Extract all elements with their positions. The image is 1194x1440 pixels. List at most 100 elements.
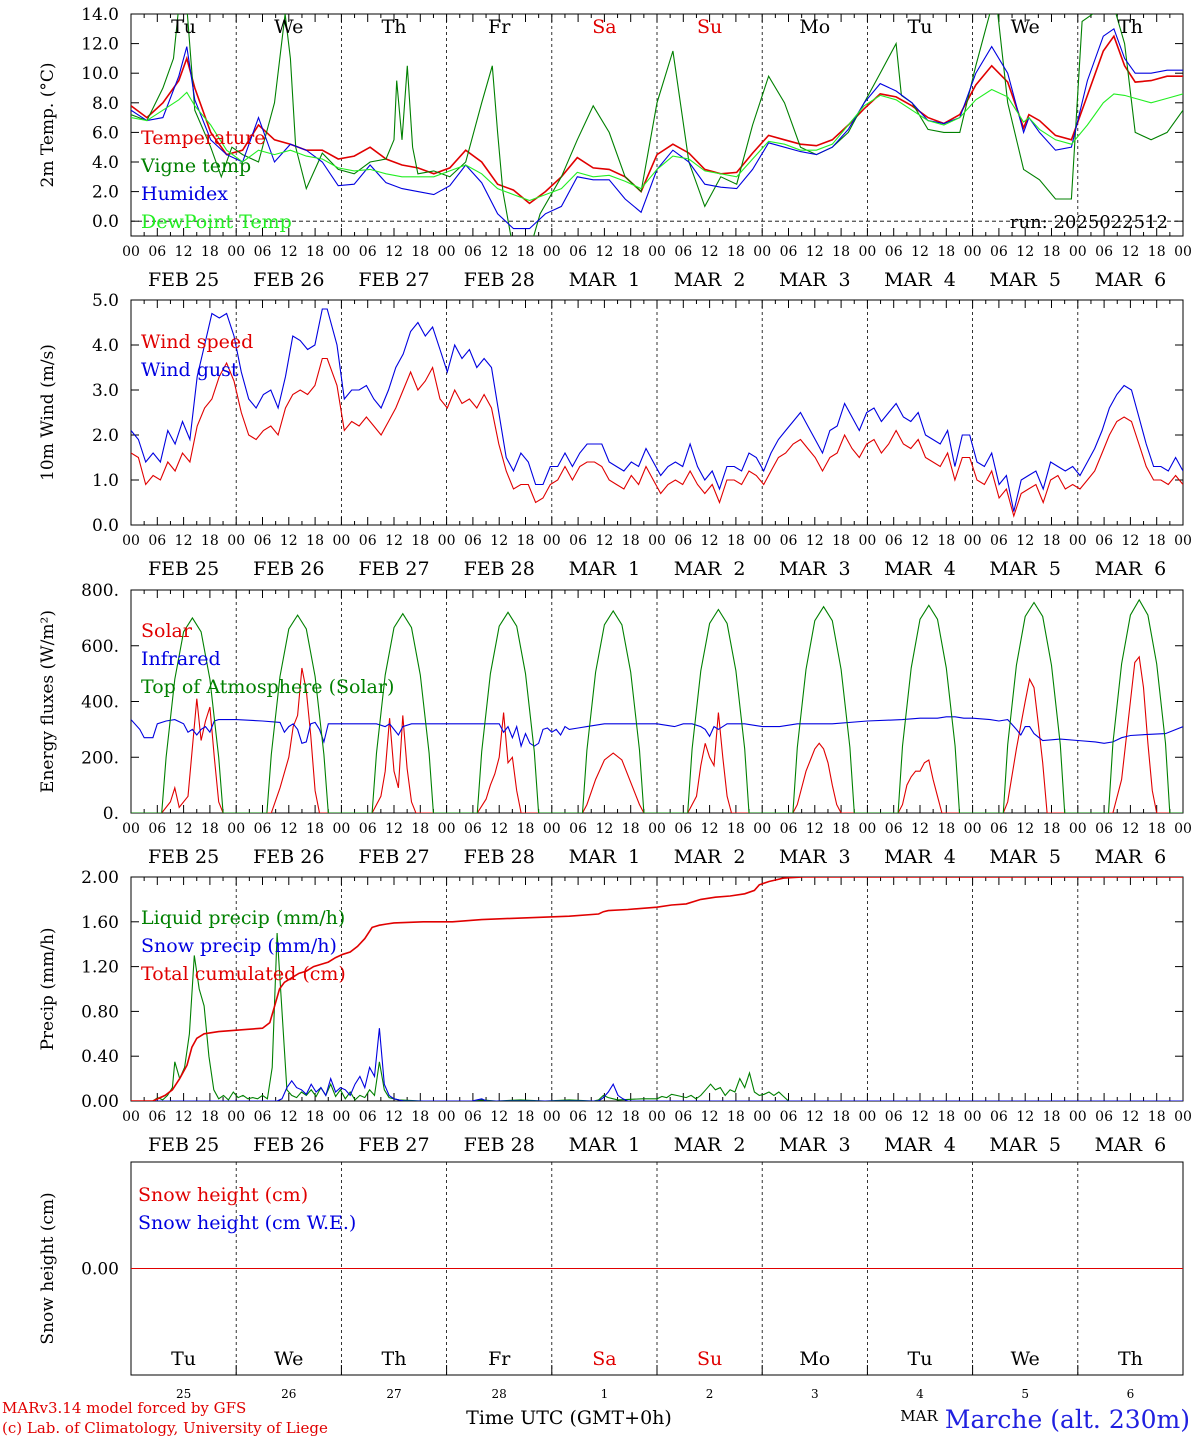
panel3-ytick-label: 200.: [81, 748, 119, 768]
panel4-hour-label: 12: [911, 1109, 929, 1125]
panel1-hour-label: 12: [280, 244, 298, 260]
panel2-hour-label: 18: [727, 533, 745, 549]
panel5-day-number: 3: [811, 1387, 819, 1401]
panel4-hour-label: 00: [964, 1109, 982, 1125]
panel2-date-label: FEB 26: [253, 558, 324, 580]
panel3-hour-label: 18: [832, 821, 850, 837]
panel2-hour-label: 18: [1148, 533, 1166, 549]
panel4-ytick-label: 0.00: [81, 1092, 119, 1112]
panel4-hour-label: 18: [411, 1109, 429, 1125]
panel4-hour-label: 00: [227, 1109, 245, 1125]
panel1-series-2: [131, 27, 1183, 230]
panel3-hour-label: 12: [701, 821, 719, 837]
panel2-ylabel: 10m Wind (m/s): [38, 344, 58, 481]
panel4-legend-1: Snow precip (mm/h): [141, 935, 337, 957]
panel1-day-name: Th: [1118, 16, 1143, 38]
panel1-date-label: MAR 5: [989, 269, 1061, 291]
panel4-hour-label: 12: [490, 1109, 508, 1125]
panel3-ytick-label: 400.: [81, 693, 119, 713]
panel2-hour-label: 18: [937, 533, 955, 549]
panel4-hour-label: 12: [701, 1109, 719, 1125]
panel1-hour-label: 18: [517, 244, 535, 260]
panel1-hour-label: 00: [1174, 244, 1192, 260]
panel2-date-label: MAR 1: [569, 558, 641, 580]
panel1-hour-label: 06: [148, 244, 166, 260]
panel4-ytick-label: 1.60: [81, 913, 119, 933]
panel1-day-name: We: [1011, 16, 1040, 38]
panel2-ytick-label: 0.0: [92, 516, 119, 536]
panel2-hour-label: 00: [332, 533, 350, 549]
panel1-hour-label: 18: [1043, 244, 1061, 260]
panel3-hour-label: 12: [385, 821, 403, 837]
panel4-hour-label: 00: [753, 1109, 771, 1125]
panel3-hour-label: 12: [175, 821, 193, 837]
panel1-day-name: Tu: [908, 16, 933, 38]
panel5-day-number: 2: [706, 1387, 714, 1401]
panel4-date-label: FEB 27: [358, 1134, 429, 1156]
panel3-legend-2: Top of Atmosphere (Solar): [141, 676, 394, 698]
panel1-ytick-label: 12.0: [81, 35, 119, 55]
panel1-hour-label: 00: [332, 244, 350, 260]
panel2-hour-label: 06: [674, 533, 692, 549]
panel3-hour-label: 00: [1069, 821, 1087, 837]
panel4-ytick-label: 1.20: [81, 958, 119, 978]
panel4-series-2: [131, 877, 1183, 1101]
panel3-date-label: FEB 26: [253, 846, 324, 868]
credit-line-2: (c) Lab. of Climatology, University of L…: [2, 1419, 328, 1437]
panel5-day-name: Th: [1118, 1348, 1143, 1370]
panel4-hour-label: 06: [254, 1109, 272, 1125]
panel3-legend-0: Solar: [141, 620, 193, 642]
panel1-series-1: [131, 14, 1183, 236]
panel1-ytick-label: 14.0: [81, 5, 119, 25]
panel3-hour-label: 00: [227, 821, 245, 837]
panel2-date-label: FEB 28: [464, 558, 535, 580]
panel1-day-name: Su: [697, 16, 722, 38]
panel2-hour-label: 00: [964, 533, 982, 549]
panel2-hour-label: 06: [990, 533, 1008, 549]
panel2-date-label: FEB 25: [148, 558, 219, 580]
run-annotation: run: 2025022512: [1010, 212, 1168, 233]
panel2-hour-label: 06: [885, 533, 903, 549]
panel1-date-label: FEB 27: [358, 269, 429, 291]
panel4-ytick-label: 0.80: [81, 1002, 119, 1022]
panel2-hour-label: 12: [1016, 533, 1034, 549]
panel3-hour-label: 18: [201, 821, 219, 837]
panel2-hour-label: 06: [359, 533, 377, 549]
panel3-hour-label: 00: [122, 821, 140, 837]
panel5-day-name: Su: [697, 1348, 722, 1370]
panel2-hour-label: 18: [832, 533, 850, 549]
panel1-hour-label: 18: [832, 244, 850, 260]
panel1-hour-label: 12: [701, 244, 719, 260]
panel5-day-number: 1: [601, 1387, 609, 1401]
panel4-ytick-label: 0.40: [81, 1047, 119, 1067]
panel5-day-number: 4: [916, 1387, 924, 1401]
panel1-hour-label: 06: [254, 244, 272, 260]
panel1-date-label: MAR 4: [884, 269, 956, 291]
panel1-hour-label: 00: [543, 244, 561, 260]
panel3-hour-label: 06: [254, 821, 272, 837]
panel2-date-label: MAR 5: [989, 558, 1061, 580]
panel2-ytick-label: 3.0: [92, 381, 119, 401]
panel3-hour-label: 12: [806, 821, 824, 837]
panel1-hour-label: 06: [674, 244, 692, 260]
panel4-hour-label: 18: [517, 1109, 535, 1125]
panel1-hour-label: 12: [1121, 244, 1139, 260]
panel2-hour-label: 06: [464, 533, 482, 549]
panel5-legend-0: Snow height (cm): [138, 1184, 308, 1206]
panel2-hour-label: 18: [1043, 533, 1061, 549]
panel3-hour-label: 06: [359, 821, 377, 837]
panel5-day-name: We: [1011, 1348, 1040, 1370]
panel1-legend-3: DewPoint Temp: [141, 211, 292, 233]
panel1-hour-label: 18: [1148, 244, 1166, 260]
panel2-hour-label: 06: [780, 533, 798, 549]
panel3-date-label: FEB 25: [148, 846, 219, 868]
panel5-ytick-label: 0.00: [81, 1260, 119, 1280]
panel2-date-label: MAR 6: [1095, 558, 1167, 580]
panel5-day-number: 6: [1127, 1387, 1135, 1401]
panel2-hour-label: 12: [701, 533, 719, 549]
panel3-hour-label: 18: [411, 821, 429, 837]
panel4-hour-label: 00: [543, 1109, 561, 1125]
panel4-hour-label: 18: [727, 1109, 745, 1125]
panel3-hour-label: 18: [306, 821, 324, 837]
panel1-hour-label: 00: [122, 244, 140, 260]
